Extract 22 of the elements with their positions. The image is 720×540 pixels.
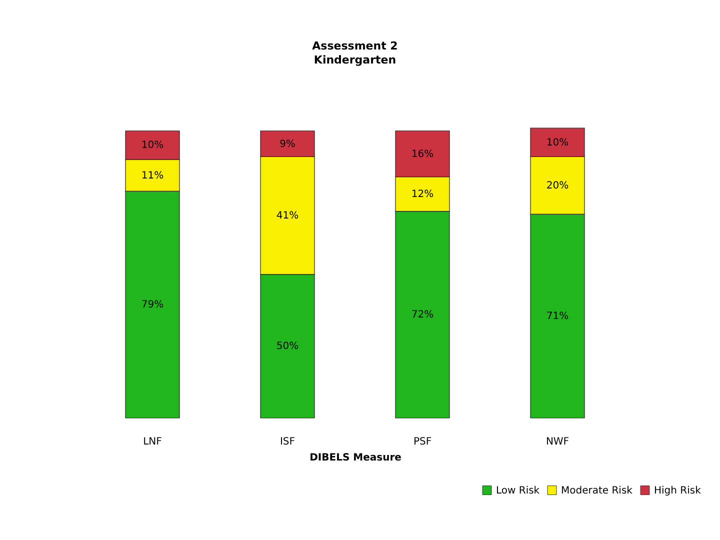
data-label: 11% xyxy=(141,170,164,182)
x-tick-label: NWF xyxy=(546,436,570,448)
data-label: 16% xyxy=(411,148,434,160)
legend-label: Moderate Risk xyxy=(561,485,633,496)
x-tick-label: ISF xyxy=(280,436,296,448)
data-label: 71% xyxy=(546,311,569,322)
data-label: 50% xyxy=(276,341,299,352)
x-tick-label: PSF xyxy=(413,436,432,448)
x-tick-label: LNF xyxy=(143,436,162,448)
data-label: 10% xyxy=(546,137,569,148)
legend-label: Low Risk xyxy=(496,485,540,496)
chart-subtitle: Kindergarten xyxy=(314,54,396,67)
data-label: 12% xyxy=(411,189,434,200)
data-label: 41% xyxy=(276,210,299,222)
data-label: 79% xyxy=(141,300,164,311)
data-label: 9% xyxy=(280,138,296,150)
x-axis-title: DIBELS Measure xyxy=(310,452,402,464)
data-label: 10% xyxy=(141,140,164,152)
data-label: 72% xyxy=(411,310,434,321)
chart-title: Assessment 2 xyxy=(312,40,398,53)
legend-label: High Risk xyxy=(654,485,702,496)
data-label: 20% xyxy=(546,180,569,192)
